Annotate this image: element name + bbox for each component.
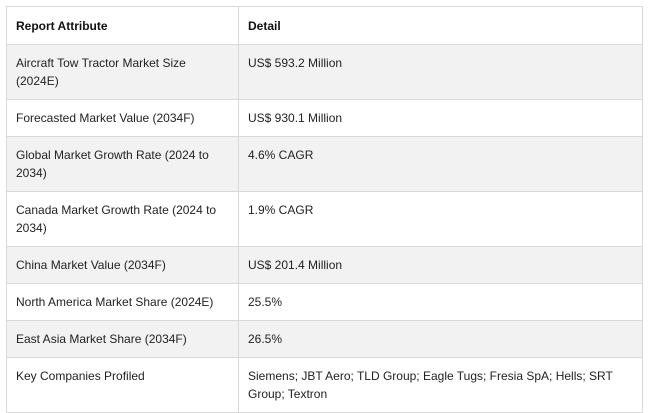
table-row: Canada Market Growth Rate (2024 to 2034)… xyxy=(6,191,643,247)
attribute-cell: North America Market Share (2024E) xyxy=(6,283,239,321)
detail-cell: 4.6% CAGR xyxy=(238,136,643,192)
table-row: East Asia Market Share (2034F) 26.5% xyxy=(6,320,643,358)
attribute-cell: Key Companies Profiled xyxy=(6,357,239,413)
attribute-cell: Global Market Growth Rate (2024 to 2034) xyxy=(6,136,239,192)
table-header-row: Report Attribute Detail xyxy=(6,6,643,45)
attribute-cell: Canada Market Growth Rate (2024 to 2034) xyxy=(6,191,239,247)
attribute-cell: East Asia Market Share (2034F) xyxy=(6,320,239,358)
report-attributes-table: Report Attribute Detail Aircraft Tow Tra… xyxy=(6,6,643,413)
detail-cell: US$ 930.1 Million xyxy=(238,99,643,137)
attribute-cell: Forecasted Market Value (2034F) xyxy=(6,99,239,137)
attribute-cell: Aircraft Tow Tractor Market Size (2024E) xyxy=(6,44,239,100)
detail-cell: 1.9% CAGR xyxy=(238,191,643,247)
detail-cell: US$ 201.4 Million xyxy=(238,246,643,284)
table-row: North America Market Share (2024E) 25.5% xyxy=(6,283,643,321)
detail-cell: Siemens; JBT Aero; TLD Group; Eagle Tugs… xyxy=(238,357,643,413)
table-row: China Market Value (2034F) US$ 201.4 Mil… xyxy=(6,246,643,284)
table-row: Key Companies Profiled Siemens; JBT Aero… xyxy=(6,357,643,413)
detail-cell: 26.5% xyxy=(238,320,643,358)
report-attributes-table-container: Report Attribute Detail Aircraft Tow Tra… xyxy=(6,6,643,413)
detail-cell: US$ 593.2 Million xyxy=(238,44,643,100)
header-report-attribute: Report Attribute xyxy=(6,6,239,45)
table-row: Forecasted Market Value (2034F) US$ 930.… xyxy=(6,99,643,137)
table-row: Global Market Growth Rate (2024 to 2034)… xyxy=(6,136,643,192)
header-detail: Detail xyxy=(238,6,643,45)
attribute-cell: China Market Value (2034F) xyxy=(6,246,239,284)
detail-cell: 25.5% xyxy=(238,283,643,321)
table-row: Aircraft Tow Tractor Market Size (2024E)… xyxy=(6,44,643,100)
